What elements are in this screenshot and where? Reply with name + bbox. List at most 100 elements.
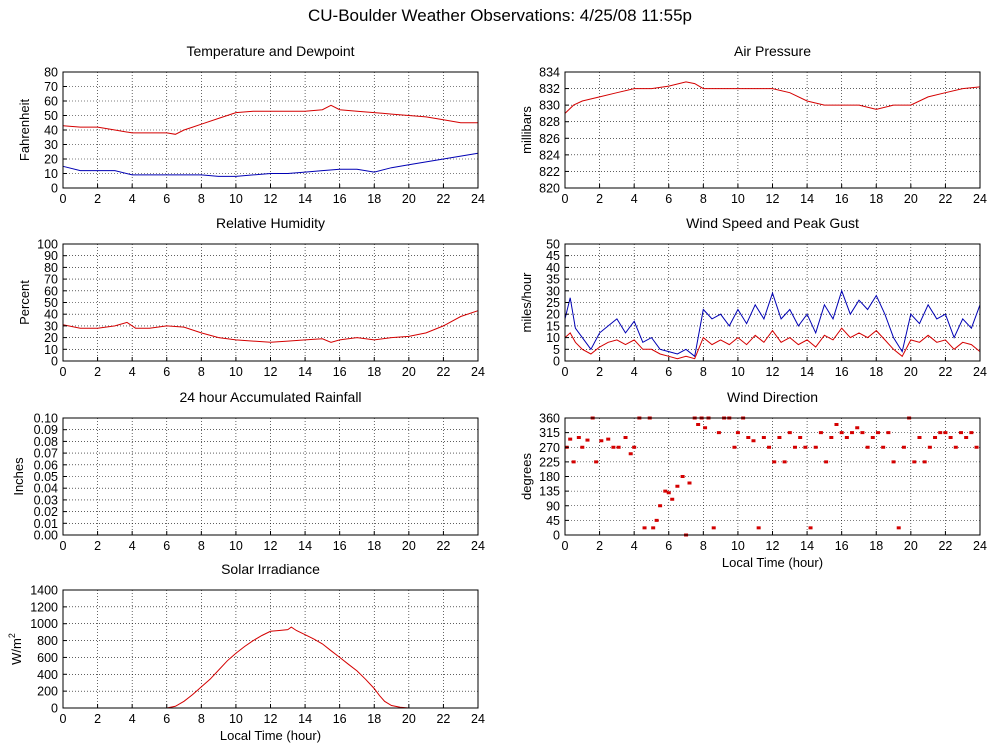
x-tick-label: 22 [938, 539, 952, 553]
x-tick-label: 14 [800, 539, 814, 553]
x-tick-label: 12 [264, 192, 278, 206]
y-axis-label: W/m2 [7, 633, 24, 665]
data-point [716, 431, 721, 435]
y-tick-label: 1000 [30, 617, 58, 631]
x-tick-label: 6 [163, 539, 170, 553]
y-tick-label: 200 [37, 685, 58, 699]
data-point [599, 439, 604, 443]
x-tick-label: 18 [367, 192, 381, 206]
y-tick-label: 0.05 [34, 470, 58, 484]
y-tick-label: 35 [546, 273, 560, 287]
x-tick-label: 10 [229, 539, 243, 553]
data-point [943, 431, 948, 435]
y-axis-label: degrees [519, 453, 534, 500]
x-axis-label: Local Time (hour) [220, 728, 321, 743]
data-point [912, 460, 917, 464]
y-tick-label: 10 [44, 167, 58, 181]
y-tick-label: 0.01 [34, 517, 58, 531]
x-tick-label: 14 [800, 192, 814, 206]
data-point [818, 431, 823, 435]
x-tick-label: 4 [129, 712, 136, 726]
data-point [881, 445, 886, 449]
data-point [666, 491, 671, 495]
x-tick-label: 12 [766, 365, 780, 379]
x-tick-label: 10 [731, 539, 745, 553]
y-tick-label: 400 [37, 668, 58, 682]
series-line-1 [564, 327, 981, 360]
data-point [576, 436, 581, 439]
x-tick-label: 8 [700, 539, 707, 553]
y-tick-label: 0.00 [34, 529, 58, 543]
data-point [761, 436, 766, 439]
x-tick-label: 20 [402, 712, 416, 726]
x-tick-label: 12 [264, 365, 278, 379]
x-tick-label: 4 [631, 192, 638, 206]
data-point [611, 445, 616, 449]
data-point [632, 445, 637, 449]
x-tick-label: 24 [973, 365, 987, 379]
data-point [651, 526, 656, 530]
data-point [974, 445, 979, 449]
x-tick-label: 18 [869, 192, 883, 206]
y-tick-label: 360 [539, 412, 560, 426]
x-tick-label: 2 [94, 365, 101, 379]
y-axis-label: miles/hour [519, 272, 534, 333]
data-point [829, 436, 834, 439]
data-point [751, 439, 756, 443]
data-point [782, 460, 787, 464]
data-point [628, 452, 633, 456]
y-tick-label: 0 [51, 182, 58, 196]
x-tick-label: 8 [198, 365, 205, 379]
y-axis-label: Inches [11, 457, 26, 496]
x-tick-label: 20 [402, 365, 416, 379]
data-point [680, 475, 685, 478]
chart-temp: 0 2 4 6 8 10 12 14 16 18 20 22 2401020304050607080Te… [17, 43, 485, 206]
y-tick-label: 828 [539, 115, 560, 129]
x-tick-label: 12 [766, 192, 780, 206]
series-line-0 [62, 310, 479, 343]
x-tick-label: 0 [60, 712, 67, 726]
y-tick-label: 824 [539, 148, 560, 162]
data-point [787, 431, 792, 435]
x-tick-label: 6 [665, 539, 672, 553]
x-tick-label: 6 [665, 192, 672, 206]
x-tick-label: 18 [367, 365, 381, 379]
plot-frame [62, 589, 479, 709]
x-tick-label: 22 [436, 712, 450, 726]
series-line-0 [62, 104, 478, 135]
y-tick-label: 70 [44, 80, 58, 94]
x-tick-label: 8 [198, 539, 205, 553]
x-tick-label: 0 [60, 365, 67, 379]
y-tick-label: 40 [546, 261, 560, 275]
y-tick-label: 45 [546, 514, 560, 528]
y-tick-label: 90 [44, 249, 58, 263]
x-axis-label: Local Time (hour) [722, 555, 823, 570]
x-tick-label: 16 [333, 539, 347, 553]
y-tick-label: 30 [44, 319, 58, 333]
y-tick-label: 225 [539, 455, 560, 469]
y-tick-label: 0 [553, 529, 560, 543]
y-tick-label: 0 [51, 355, 58, 369]
x-tick-label: 18 [367, 539, 381, 553]
chart-pressure: 0 2 4 6 8 10 12 14 16 18 20 22 248208228248268288308… [519, 43, 987, 206]
x-tick-label: 2 [596, 539, 603, 553]
x-tick-label: 22 [436, 539, 450, 553]
data-point [875, 431, 880, 435]
data-point [568, 437, 573, 441]
data-point [711, 526, 716, 530]
data-point [938, 431, 943, 435]
x-tick-label: 24 [471, 539, 485, 553]
x-tick-label: 16 [835, 365, 849, 379]
data-point [616, 445, 621, 449]
data-point [964, 436, 969, 439]
y-tick-label: 45 [546, 249, 560, 263]
x-tick-label: 22 [436, 365, 450, 379]
x-tick-label: 18 [367, 712, 381, 726]
y-tick-label: 60 [44, 95, 58, 109]
x-tick-label: 22 [436, 192, 450, 206]
x-tick-label: 24 [471, 712, 485, 726]
chart-rain: 0 2 4 6 8 10 12 14 16 18 20 22 240.000.010.020.030.0… [11, 389, 485, 553]
series-line-0 [564, 289, 981, 358]
y-tick-label: 40 [44, 124, 58, 138]
